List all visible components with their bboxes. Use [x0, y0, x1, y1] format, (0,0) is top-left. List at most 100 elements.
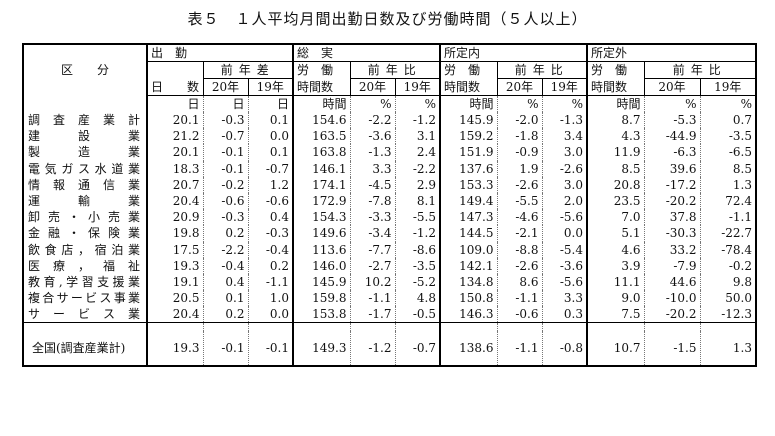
- value-cell: 7.0: [586, 209, 644, 226]
- value-cell: -5.5: [394, 209, 440, 226]
- value-cell: -2.2: [349, 112, 395, 129]
- industry-label: 教育,学習支援業: [28, 274, 140, 289]
- industry-label: 建設業: [28, 129, 140, 144]
- value-cell: 20.1: [146, 112, 203, 129]
- total-value-cell: -0.8: [541, 331, 587, 367]
- value-cell: -0.1: [202, 160, 248, 177]
- value-cell: 0.1: [202, 290, 248, 307]
- industry-label: 飲食店，宿泊業: [28, 242, 140, 257]
- total-value-cell: 10.7: [586, 331, 644, 367]
- separator-cell: [146, 322, 203, 332]
- value-cell: -1.1: [247, 273, 293, 291]
- group-header-total-hours: 総 実: [292, 44, 440, 62]
- units-row: 日日日時間%% 時間%% 時間%%: [23, 95, 756, 113]
- value-cell: -20.2: [643, 192, 700, 210]
- total-value-cell: -1.5: [643, 331, 700, 367]
- value-cell: 113.6: [292, 241, 350, 258]
- unit-cell: 時間: [292, 95, 350, 112]
- value-cell: 3.0: [541, 176, 587, 193]
- value-cell: -1.8: [496, 128, 542, 145]
- value-cell: 159.2: [439, 128, 497, 145]
- value-cell: 154.6: [292, 112, 350, 129]
- group-bottom-total: 時間数: [292, 78, 350, 96]
- value-cell: 146.3: [439, 306, 497, 323]
- total-value-cell: 149.3: [292, 331, 350, 367]
- value-cell: -1.2: [394, 112, 440, 129]
- value-cell: 1.0: [247, 290, 293, 307]
- value-cell: 1.9: [496, 160, 542, 177]
- value-cell: 18.3: [146, 160, 203, 177]
- value-cell: 144.5: [439, 225, 497, 242]
- value-cell: -3.4: [349, 225, 395, 242]
- value-cell: -1.3: [541, 112, 587, 129]
- value-cell: -2.6: [496, 257, 542, 274]
- separator-cell: [699, 322, 756, 332]
- total-value-cell: 138.6: [439, 331, 497, 367]
- table-row: 建設業 21.2 -0.7 0.0 163.5 -3.6 3.1 159.2 -1.8 3.4 4.…: [23, 128, 756, 145]
- value-cell: 10.2: [349, 273, 395, 291]
- value-cell: 153.8: [292, 306, 350, 323]
- value-cell: -0.5: [394, 306, 440, 323]
- value-cell: 150.8: [439, 290, 497, 307]
- value-cell: 2.9: [394, 176, 440, 193]
- value-cell: -30.3: [643, 225, 700, 242]
- industry-label: サービス業: [28, 307, 140, 322]
- value-cell: 0.0: [247, 128, 293, 145]
- total-row: 全国(調査産業計) 19.3 -0.1 -0.1 149.3 -1.2 -0.7 138.6-…: [23, 331, 756, 367]
- value-cell: 3.9: [586, 257, 644, 274]
- year-20-header: 20年: [496, 78, 542, 96]
- value-cell: -0.4: [202, 257, 248, 274]
- value-cell: -3.5: [394, 257, 440, 274]
- value-cell: -1.2: [394, 225, 440, 242]
- total-value-cell: -1.1: [496, 331, 542, 367]
- units-row-label: [23, 96, 147, 113]
- value-cell: 154.3: [292, 209, 350, 226]
- value-cell: 37.8: [643, 209, 700, 226]
- year-19-header: 19年: [247, 78, 293, 96]
- unit-cell: %: [643, 95, 700, 112]
- year-19-header: 19年: [699, 78, 756, 96]
- value-cell: 20.5: [146, 290, 203, 307]
- value-cell: -0.3: [202, 209, 248, 226]
- value-cell: -1.1: [496, 290, 542, 307]
- value-cell: 151.9: [439, 144, 497, 161]
- year-20-header: 20年: [349, 78, 395, 96]
- unit-cell: 時間: [586, 95, 644, 112]
- value-cell: -0.6: [496, 306, 542, 323]
- value-cell: -2.2: [394, 160, 440, 177]
- value-cell: 17.5: [146, 241, 203, 258]
- value-cell: -3.6: [349, 128, 395, 145]
- value-cell: 9.8: [699, 273, 756, 291]
- value-cell: -2.1: [496, 225, 542, 242]
- separator-cell: [439, 322, 497, 332]
- value-cell: -2.6: [541, 160, 587, 177]
- group-bottom-scheduled: 時間数: [439, 78, 497, 96]
- industry-label: 調査産業計: [28, 113, 140, 128]
- value-cell: -78.4: [699, 241, 756, 258]
- total-value-cell: 19.3: [146, 331, 203, 367]
- table-row: 製造業 20.1 -0.1 0.1 163.8 -1.3 2.4 151.9 -0.9 3.0 11…: [23, 144, 756, 161]
- unit-cell: %: [394, 95, 440, 112]
- value-cell: -8.8: [496, 241, 542, 258]
- unit-cell: 日: [247, 95, 293, 112]
- value-cell: 39.6: [643, 160, 700, 177]
- value-cell: 44.6: [643, 273, 700, 291]
- value-cell: 19.8: [146, 225, 203, 242]
- industry-label: 製造業: [28, 145, 140, 160]
- value-cell: 21.2: [146, 128, 203, 145]
- value-cell: 2.0: [541, 192, 587, 210]
- total-label: 全国(調査産業計): [32, 341, 126, 356]
- value-cell: 172.9: [292, 192, 350, 210]
- value-cell: 153.3: [439, 176, 497, 193]
- value-cell: 0.7: [699, 112, 756, 129]
- value-cell: 20.7: [146, 176, 203, 193]
- ratio-header-scheduled: 前年比: [496, 61, 587, 79]
- diff-header-attendance: 前年差: [202, 61, 293, 79]
- value-cell: -20.2: [643, 306, 700, 323]
- group-header-scheduled-hours: 所定内: [439, 44, 587, 62]
- value-cell: 5.1: [586, 225, 644, 242]
- value-cell: -44.9: [643, 128, 700, 145]
- value-cell: -22.7: [699, 225, 756, 242]
- value-cell: 163.8: [292, 144, 350, 161]
- value-cell: -12.3: [699, 306, 756, 323]
